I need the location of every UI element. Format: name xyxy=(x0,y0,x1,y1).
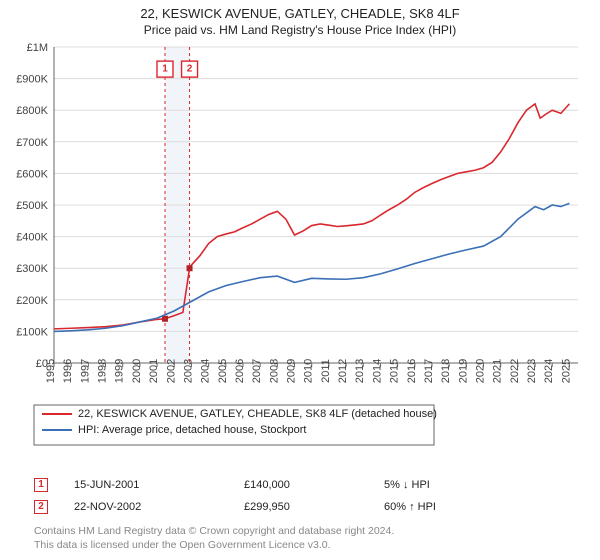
x-tick-label: 1998 xyxy=(97,359,109,383)
x-tick-label: 2025 xyxy=(560,359,572,383)
x-tick-label: 2024 xyxy=(543,359,555,383)
x-tick-label: 2016 xyxy=(406,359,418,383)
footnote-row: 1 15-JUN-2001£140,0005% ↓ HPI xyxy=(34,474,566,496)
license-line-1: Contains HM Land Registry data © Crown c… xyxy=(34,524,566,538)
x-tick-label: 2018 xyxy=(440,359,452,383)
footnote-date: 22-NOV-2002 xyxy=(74,496,244,518)
chart-area: £0£100K£200K£300K£400K£500K£600K£700K£80… xyxy=(0,41,600,474)
x-tick-label: 2005 xyxy=(217,359,229,383)
footnote-row: 2 22-NOV-2002£299,95060% ↑ HPI xyxy=(34,496,566,518)
y-tick-label: £200K xyxy=(16,295,48,307)
footnote-price: £299,950 xyxy=(244,496,384,518)
footnote-marker: 2 xyxy=(34,500,48,514)
x-tick-label: 2014 xyxy=(371,359,383,383)
x-tick-label: 2012 xyxy=(337,359,349,383)
sale-footnotes: 1 15-JUN-2001£140,0005% ↓ HPI 2 22-NOV-2002… xyxy=(0,474,600,518)
footnote-price: £140,000 xyxy=(244,474,384,496)
x-tick-label: 2020 xyxy=(475,359,487,383)
arrow-icon: ↓ xyxy=(403,479,409,491)
x-tick-label: 1999 xyxy=(114,359,126,383)
y-tick-label: £100K xyxy=(16,326,48,338)
x-tick-label: 2022 xyxy=(509,359,521,383)
chart-svg: £0£100K£200K£300K£400K£500K£600K£700K£80… xyxy=(0,41,600,453)
x-tick-label: 2001 xyxy=(148,359,160,383)
footnote-vs-hpi: 5% ↓ HPI xyxy=(384,474,566,496)
marker-number: 1 xyxy=(162,64,168,75)
x-tick-label: 2000 xyxy=(131,359,143,383)
x-tick-label: 2003 xyxy=(182,359,194,383)
y-tick-label: £600K xyxy=(16,168,48,180)
series-property xyxy=(54,104,569,329)
legend-label: HPI: Average price, detached house, Stoc… xyxy=(78,424,307,436)
x-tick-label: 2002 xyxy=(165,359,177,383)
y-tick-label: £800K xyxy=(16,105,48,117)
x-tick-label: 2021 xyxy=(492,359,504,383)
x-tick-label: 2013 xyxy=(354,359,366,383)
y-tick-label: £900K xyxy=(16,74,48,86)
chart-header: 22, KESWICK AVENUE, GATLEY, CHEADLE, SK8… xyxy=(0,0,600,41)
x-tick-label: 2006 xyxy=(234,359,246,383)
x-tick-label: 2023 xyxy=(526,359,538,383)
y-tick-label: £1M xyxy=(27,42,48,54)
x-tick-label: 1996 xyxy=(62,359,74,383)
x-tick-label: 1997 xyxy=(79,359,91,383)
license-text: Contains HM Land Registry data © Crown c… xyxy=(0,518,600,560)
y-tick-label: £500K xyxy=(16,200,48,212)
y-tick-label: £400K xyxy=(16,232,48,244)
x-tick-label: 2004 xyxy=(200,359,212,383)
marker-number: 2 xyxy=(187,64,193,75)
y-tick-label: £700K xyxy=(16,137,48,149)
x-tick-label: 2011 xyxy=(320,359,332,383)
x-tick-label: 2015 xyxy=(389,359,401,383)
x-tick-label: 2010 xyxy=(303,359,315,383)
x-tick-label: 2008 xyxy=(268,359,280,383)
chart-subtitle: Price paid vs. HM Land Registry's House … xyxy=(0,23,600,37)
x-tick-label: 2009 xyxy=(286,359,298,383)
x-tick-label: 2017 xyxy=(423,359,435,383)
footnote-table: 1 15-JUN-2001£140,0005% ↓ HPI 2 22-NOV-2002… xyxy=(34,474,566,518)
x-tick-label: 2007 xyxy=(251,359,263,383)
footnote-marker: 1 xyxy=(34,478,48,492)
x-tick-label: 1995 xyxy=(45,359,57,383)
footnote-date: 15-JUN-2001 xyxy=(74,474,244,496)
series-hpi xyxy=(54,203,569,331)
chart-title: 22, KESWICK AVENUE, GATLEY, CHEADLE, SK8… xyxy=(0,6,600,21)
y-tick-label: £300K xyxy=(16,263,48,275)
legend-label: 22, KESWICK AVENUE, GATLEY, CHEADLE, SK8… xyxy=(78,408,437,420)
license-line-2: This data is licensed under the Open Gov… xyxy=(34,538,566,552)
x-tick-label: 2019 xyxy=(457,359,469,383)
footnote-vs-hpi: 60% ↑ HPI xyxy=(384,496,566,518)
arrow-icon: ↑ xyxy=(409,501,415,513)
